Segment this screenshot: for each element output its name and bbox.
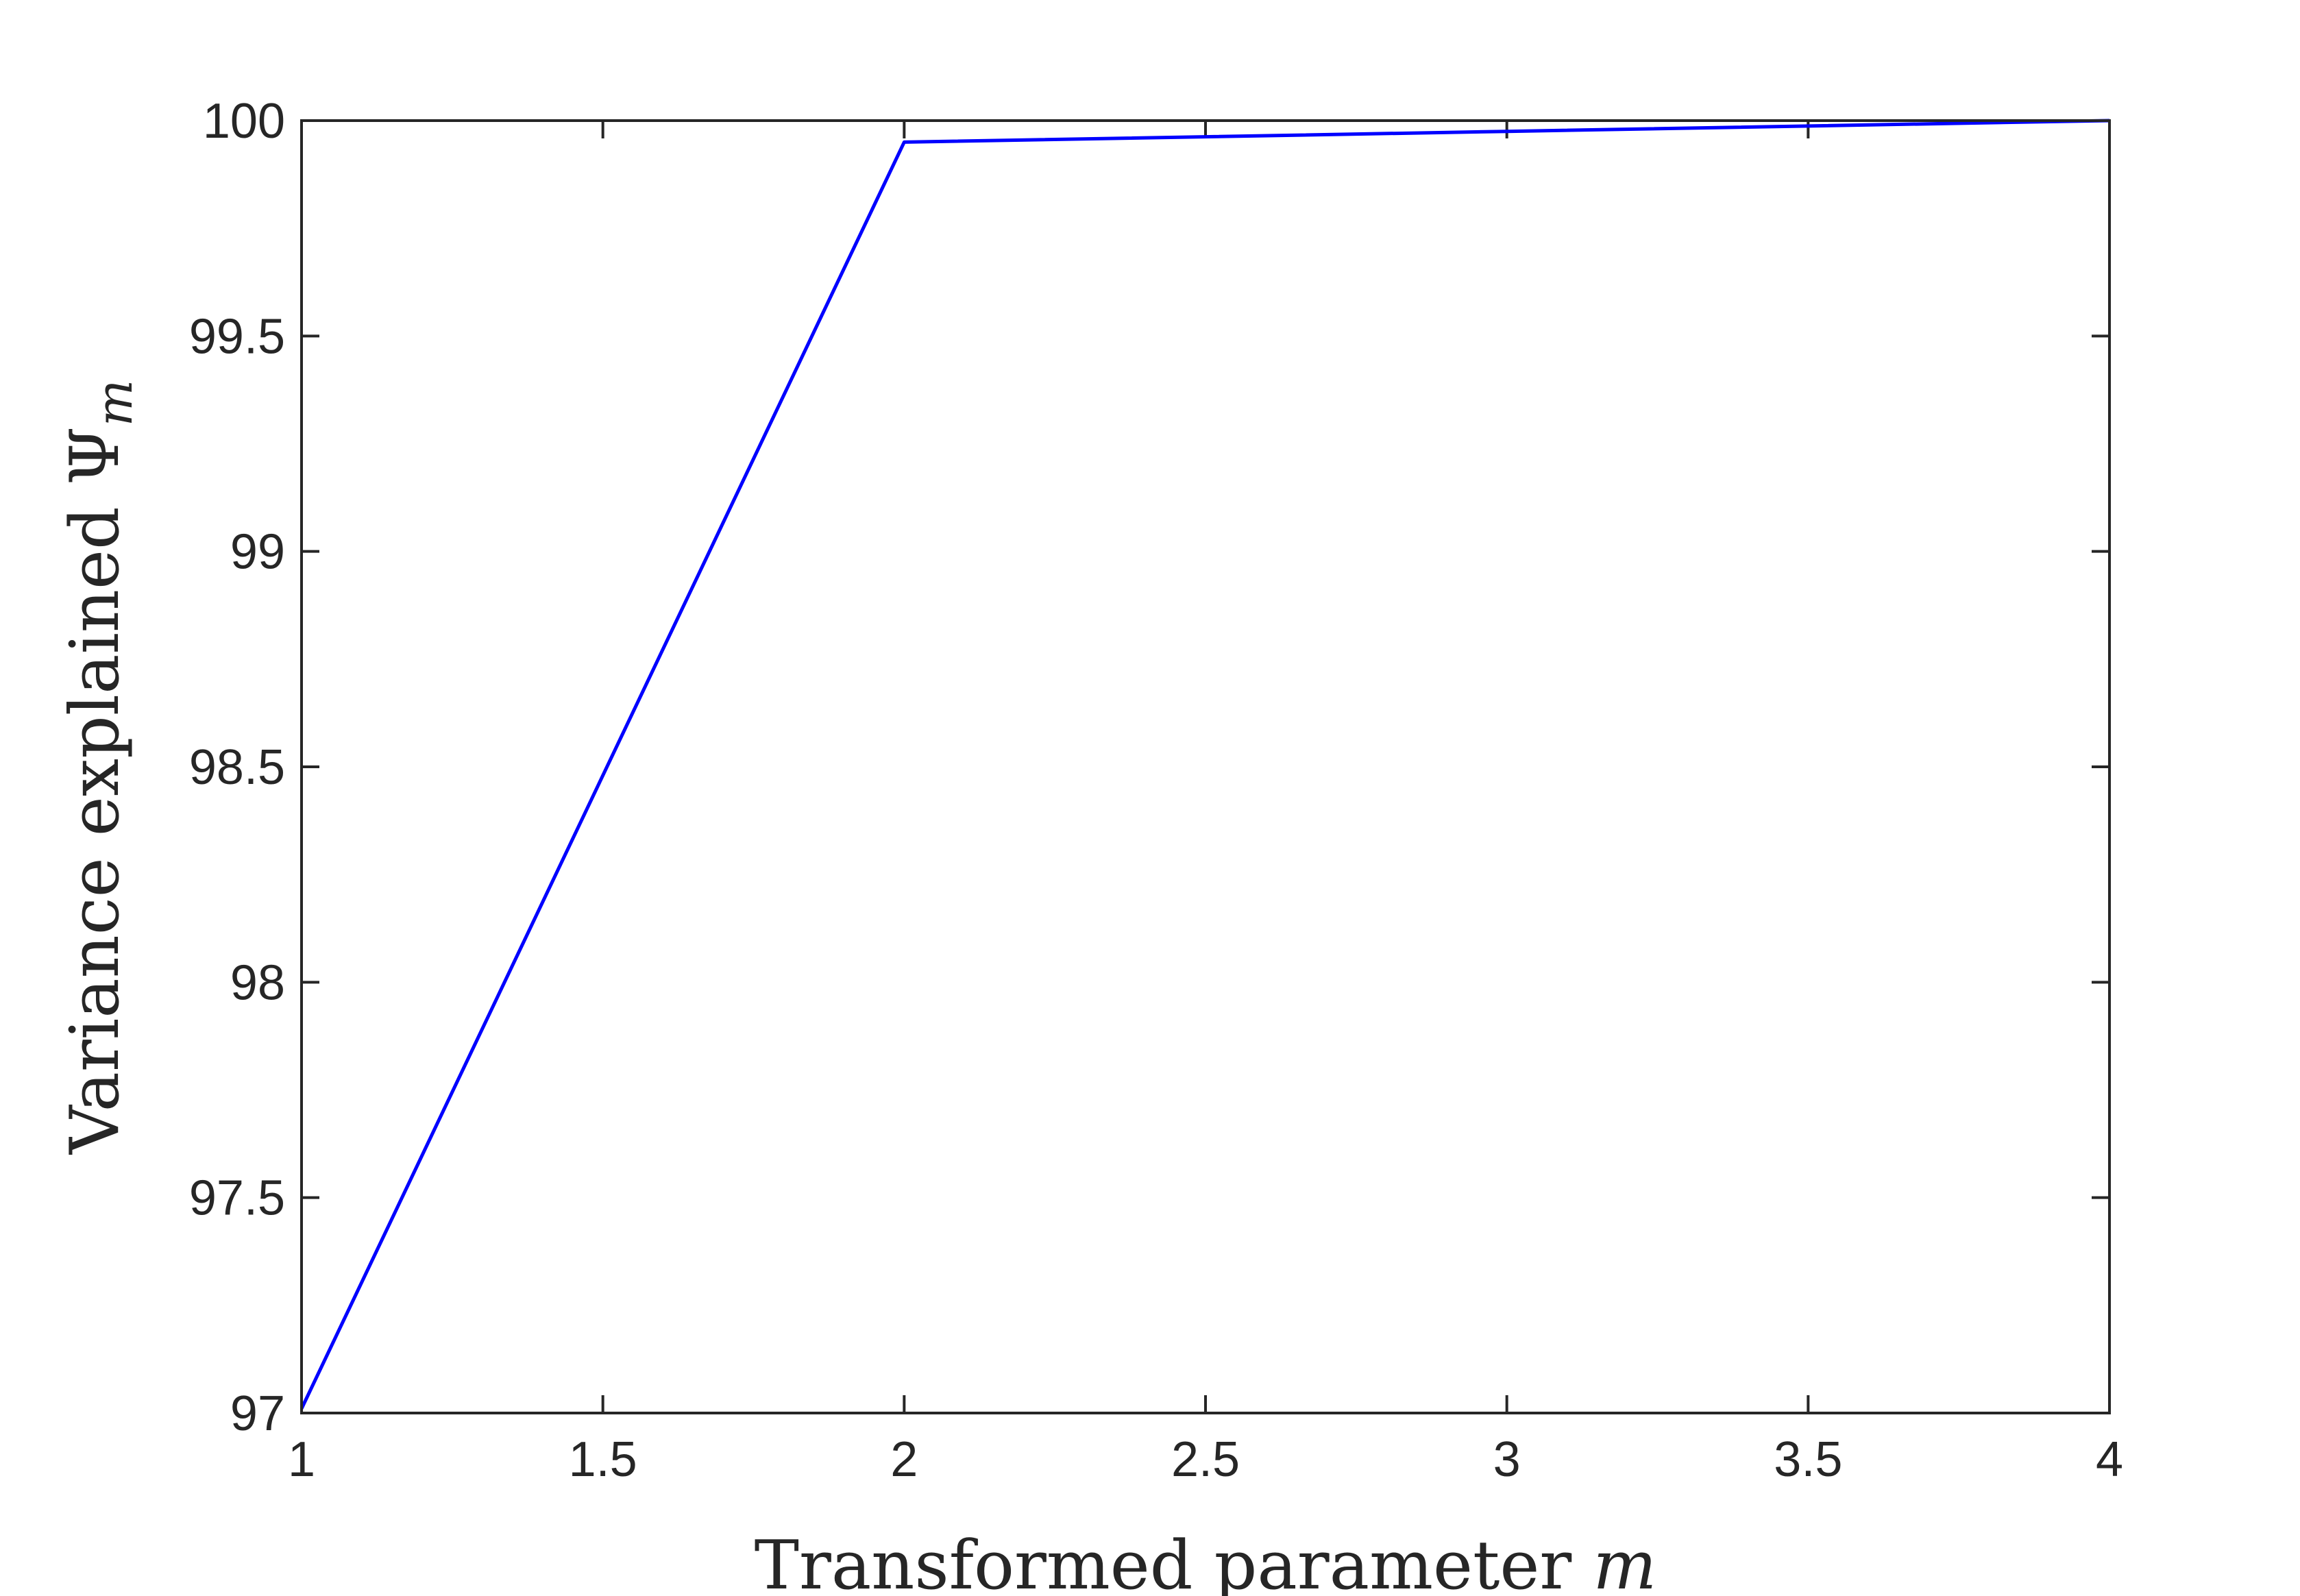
- y-axis-title: Variance explained Ψm: [56, 380, 143, 1155]
- series-line: [299, 119, 2110, 1410]
- y-tick-label: 100: [203, 94, 285, 149]
- y-tick-label: 99.5: [189, 309, 285, 364]
- x-axis-title-math: m: [1593, 1527, 1656, 1596]
- y-tick-label: 98: [230, 955, 285, 1010]
- plot-frame: [300, 119, 2111, 1414]
- x-axis-title-text: Transformed parameter: [755, 1527, 1593, 1596]
- x-tick-label: 3.5: [1774, 1432, 1842, 1487]
- series-layer: [299, 119, 2110, 1410]
- y-axis-title-text: Variance explained: [56, 485, 134, 1155]
- x-tick-label: 3: [1493, 1432, 1521, 1487]
- x-tick-label: 1: [288, 1432, 315, 1487]
- x-tick-label: 2.5: [1171, 1432, 1240, 1487]
- y-axis-title-subscript: m: [86, 380, 143, 426]
- x-axis-title: Transformed parameter m: [755, 1527, 1657, 1596]
- y-axis-title-symbol: Ψ: [56, 426, 134, 485]
- x-tick-label: 2: [890, 1432, 918, 1487]
- y-tick-label: 99: [230, 525, 285, 580]
- y-tick-label: 97.5: [189, 1171, 285, 1226]
- x-tick-label: 4: [2096, 1432, 2123, 1487]
- y-tick-label: 98.5: [189, 740, 285, 795]
- y-tick-label: 97: [230, 1386, 285, 1441]
- plot-background: [302, 121, 2109, 1413]
- tick-labels: 1 1.5 2 2.5 3 3.5 4 97 97.5 98 98.5 99 99.5 100: [189, 94, 2123, 1487]
- x-tick-label: 1.5: [569, 1432, 637, 1487]
